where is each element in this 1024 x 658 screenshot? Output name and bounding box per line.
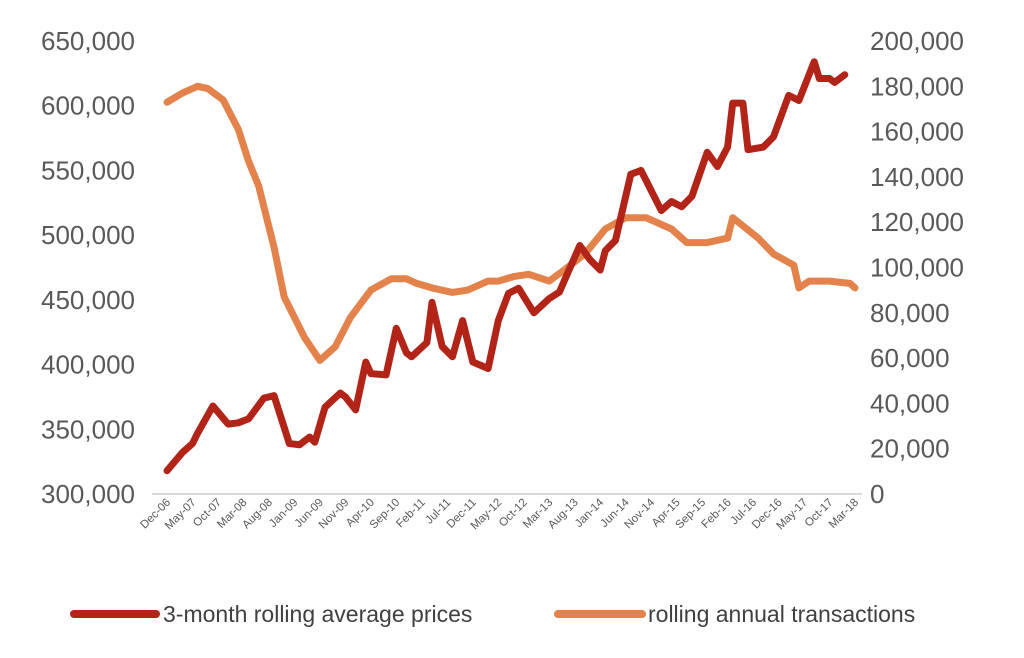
right-y-tick-label: 160,000 [870, 117, 964, 147]
right-y-tick-label: 100,000 [870, 253, 964, 283]
left-y-tick-label: 500,000 [41, 220, 135, 250]
right-y-tick-label: 140,000 [870, 162, 964, 192]
right-y-axis-ticks: 0 20,000 40,000 60,000 80,000 100,000 120,000 1… [870, 26, 964, 509]
x-tick-label: Feb-11 [394, 497, 428, 531]
right-y-tick-label: 80,000 [870, 298, 950, 328]
left-y-tick-label: 400,000 [41, 350, 135, 380]
right-y-tick-label: 20,000 [870, 434, 950, 464]
right-y-tick-label: 0 [870, 479, 884, 509]
left-y-axis-ticks: 300,000 350,000 400,000 450,000 500,000 550,0… [41, 26, 135, 509]
series-line-prices [163, 58, 849, 475]
left-y-tick-label: 350,000 [41, 414, 135, 444]
left-y-tick-label: 550,000 [41, 155, 135, 185]
right-y-tick-label: 180,000 [870, 71, 964, 101]
series-lines [163, 58, 859, 475]
left-y-tick-label: 450,000 [41, 285, 135, 315]
left-y-tick-label: 600,000 [41, 91, 135, 121]
right-y-tick-label: 120,000 [870, 207, 964, 237]
left-y-tick-label: 650,000 [41, 26, 135, 56]
right-y-tick-label: 200,000 [870, 26, 964, 56]
series-line-transactions [163, 82, 859, 364]
legend: 3-month rolling average prices rolling a… [70, 601, 915, 627]
legend-item-transactions: rolling annual transactions [554, 601, 915, 627]
legend-label-prices: 3-month rolling average prices [163, 601, 472, 627]
legend-label-transactions: rolling annual transactions [648, 601, 915, 627]
left-y-tick-label: 300,000 [41, 479, 135, 509]
right-y-tick-label: 60,000 [870, 343, 950, 373]
x-axis-ticks: Dec-06May-07Oct-07Mar-08Aug-08Jan-09Jun-… [138, 496, 861, 532]
legend-item-prices: 3-month rolling average prices [70, 601, 472, 627]
right-y-tick-label: 40,000 [870, 388, 950, 418]
